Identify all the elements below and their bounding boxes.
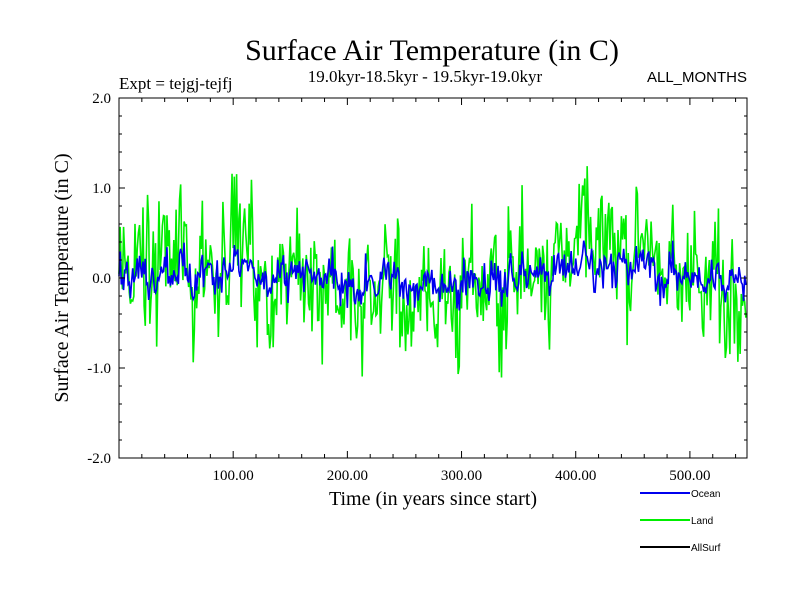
y-tick-label: 2.0 (92, 91, 111, 107)
x-tick-label: 500.00 (669, 468, 710, 484)
y-tick-label: 1.0 (92, 181, 111, 197)
x-tick-label: 100.00 (213, 468, 254, 484)
legend-label-allsurf: AllSurf (691, 543, 721, 554)
legend-label-ocean: Ocean (691, 489, 720, 500)
y-axis: -2.0 -1.0 0.0 1.0 2.0 (87, 91, 747, 467)
y-axis-label: Surface Air Temperature (in C) (51, 153, 73, 402)
chart-title: Surface Air Temperature (in C) (245, 34, 619, 67)
chart-subtitle: 19.0kyr-18.5kyr - 19.5kyr-19.0kyr (308, 67, 543, 86)
y-tick-label: -1.0 (87, 361, 111, 377)
x-tick-label: 300.00 (441, 468, 482, 484)
x-axis-label: Time (in years since start) (329, 488, 537, 510)
series-line-ocean (118, 240, 747, 311)
expt-label: Expt = tejgj-tejfj (119, 74, 232, 93)
x-axis: 100.00 200.00 300.00 400.00 500.00 (141, 98, 737, 484)
plot-area (118, 166, 747, 378)
series-line-land (118, 166, 747, 378)
legend-label-land: Land (691, 516, 713, 527)
months-label: ALL_MONTHS (647, 69, 747, 86)
legend: Ocean Land AllSurf (640, 489, 721, 554)
x-tick-label: 400.00 (555, 468, 596, 484)
y-tick-label: -2.0 (87, 451, 111, 467)
y-tick-label: 0.0 (92, 271, 111, 287)
x-tick-label: 200.00 (327, 468, 368, 484)
